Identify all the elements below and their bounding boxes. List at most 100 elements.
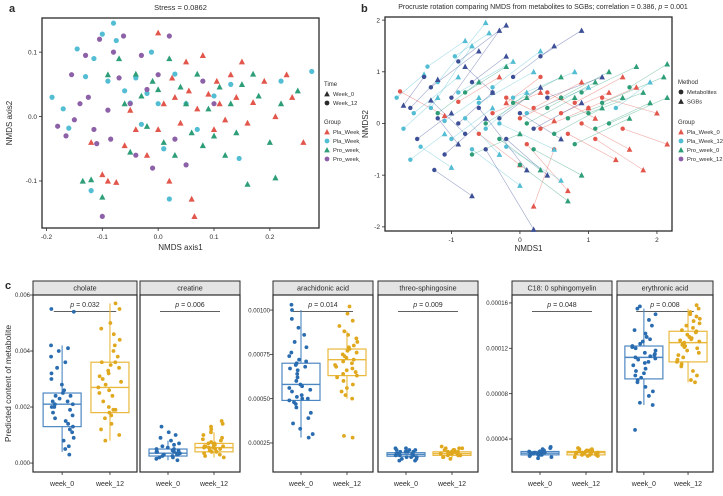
svg-text:-0.1: -0.1 <box>97 234 109 241</box>
jitter-week_12 <box>96 301 123 443</box>
svg-text:0.00004: 0.00004 <box>486 437 508 443</box>
svg-text:-1: -1 <box>374 172 380 179</box>
jitter-week_12 <box>438 444 465 461</box>
svg-text:0: 0 <box>518 237 522 244</box>
svg-text:0.000: 0.000 <box>15 461 31 467</box>
panel-a-points <box>49 20 315 220</box>
svg-text:week_0: week_0 <box>49 481 74 488</box>
svg-text:Week_0: Week_0 <box>333 92 354 98</box>
svg-text:week_0: week_0 <box>527 481 552 488</box>
svg-text:-1: -1 <box>449 237 455 244</box>
points-Pla_Week_12 <box>394 19 653 188</box>
svg-text:0.00016: 0.00016 <box>486 301 508 307</box>
segments-Pla_Week_0 <box>399 76 668 207</box>
jitter-week_0 <box>287 302 315 440</box>
svg-text:Pro_week_12: Pro_week_12 <box>687 157 722 163</box>
panel-b-points <box>394 19 671 232</box>
svg-text:week_12: week_12 <box>673 481 702 488</box>
jitter-week_12 <box>572 446 600 460</box>
series-Pla_Week_0 <box>88 29 307 220</box>
svg-text:Pla_Week_12: Pla_Week_12 <box>333 139 360 145</box>
panel-b-procrustes-plot: b Procruste rotation comparing NMDS from … <box>361 3 723 253</box>
svg-text:Pla_Week_12: Pla_Week_12 <box>687 139 723 145</box>
svg-text:week_12: week_12 <box>571 481 600 488</box>
svg-text:Pla_Week_0: Pla_Week_0 <box>333 130 360 136</box>
facet-c18-0-sphingomyelin: C18: 0 sphingomyelin p = 0.048 week_0 week_… <box>511 280 613 488</box>
svg-text:1: 1 <box>587 237 591 244</box>
jitter-week_12 <box>675 303 702 385</box>
svg-text:week_0: week_0 <box>393 481 418 488</box>
svg-text:2: 2 <box>655 237 659 244</box>
svg-text:p = 0.006: p = 0.006 <box>174 302 205 309</box>
box-week_0 <box>148 440 188 461</box>
svg-text:NMDS axis2: NMDS axis2 <box>5 100 14 145</box>
series-Pro_week_0 <box>79 55 301 200</box>
svg-text:threo-sphingosine: threo-sphingosine <box>399 284 456 293</box>
jitter-week_0 <box>154 424 182 463</box>
svg-text:NMDS2: NMDS2 <box>361 109 370 138</box>
boxpair-1-axis: 0.00025 0.00050 0.00075 0.00100 <box>248 308 273 447</box>
svg-text:p = 0.048: p = 0.048 <box>546 302 577 309</box>
points-Pro_week_12 <box>400 22 605 232</box>
svg-text:2: 2 <box>376 17 380 24</box>
segments-Pro_week_0 <box>437 63 668 202</box>
svg-text:p = 0.009: p = 0.009 <box>412 302 443 309</box>
svg-text:Group: Group <box>324 120 341 126</box>
panel-c-metabolite-boxplots: c Predicted content of metabolite 0.000 0.0… <box>3 280 714 488</box>
svg-text:0.1: 0.1 <box>209 234 218 241</box>
svg-text:p = 0.008: p = 0.008 <box>649 302 680 309</box>
jitter-week_12 <box>200 419 226 460</box>
panel-b-legend: Method Metabolites SGBs Group Pla_Week_0 Pla_… <box>678 80 723 163</box>
svg-text:cholate: cholate <box>73 284 96 293</box>
svg-text:Pla_Week_0: Pla_Week_0 <box>687 130 720 136</box>
panel-b-axes: -2 -1 0 1 2 -1 0 1 2 <box>374 16 673 244</box>
points-Pro_week_0 <box>435 61 671 204</box>
svg-text:week_12: week_12 <box>199 481 228 488</box>
panel-a-legend: Time Week_0 Week_12 Group Pla_Week_0 Pla_Week… <box>324 82 360 163</box>
svg-text:-0.1: -0.1 <box>26 178 38 185</box>
svg-text:week_12: week_12 <box>95 481 124 488</box>
svg-text:Predicted content of metabolit: Predicted content of metabolite <box>3 325 13 442</box>
svg-text:Group: Group <box>678 120 695 126</box>
svg-text:0.0: 0.0 <box>154 234 163 241</box>
svg-text:p = 0.014: p = 0.014 <box>307 302 338 309</box>
segments-Pla_Week_12 <box>396 22 651 186</box>
svg-text:Stress = 0.0862: Stress = 0.0862 <box>154 3 207 12</box>
svg-text:a: a <box>9 3 16 15</box>
svg-text:Pro_week_0: Pro_week_0 <box>687 148 719 154</box>
points-Pla_Week_0 <box>397 73 671 209</box>
svg-text:Metabolites: Metabolites <box>687 90 717 96</box>
svg-text:Week_12: Week_12 <box>333 101 357 107</box>
svg-text:week_0: week_0 <box>155 481 180 488</box>
facet-cholate: cholate p = 0.032 week_0 week_12 <box>32 280 138 488</box>
svg-text:erythronic acid: erythronic acid <box>642 284 689 293</box>
svg-text:0.00025: 0.00025 <box>248 441 270 447</box>
panel-a-axes: -0.1 0.0 0.1 -0.2 -0.1 0.0 0.1 0.2 <box>26 17 320 241</box>
facet-erythronic-acid: erythronic acid p = 0.008 week_0 week_12 <box>616 280 714 488</box>
svg-text:0.0: 0.0 <box>28 114 37 121</box>
svg-text:0.00012: 0.00012 <box>486 346 508 352</box>
svg-text:week_12: week_12 <box>332 481 361 488</box>
jitter-week_0 <box>630 304 658 432</box>
svg-text:SGBs: SGBs <box>687 100 702 106</box>
segments-Pro_week_12 <box>403 25 603 230</box>
box-week_0 <box>624 308 664 405</box>
svg-text:creatine: creatine <box>177 284 203 293</box>
series-Pla_Week_12 <box>49 20 315 202</box>
series-Pro_week_12 <box>55 33 217 220</box>
svg-text:c: c <box>5 280 11 292</box>
svg-text:week_0: week_0 <box>631 481 656 488</box>
svg-text:NMDS axis1: NMDS axis1 <box>158 243 203 252</box>
svg-text:0.006: 0.006 <box>15 293 31 299</box>
svg-text:0.00050: 0.00050 <box>248 397 270 403</box>
svg-text:1: 1 <box>376 69 380 76</box>
panel-b-segments <box>396 22 668 230</box>
svg-text:0.00075: 0.00075 <box>248 353 270 359</box>
jitter-week_0 <box>393 446 419 463</box>
svg-text:0.004: 0.004 <box>15 349 31 355</box>
svg-text:Pro_week_12: Pro_week_12 <box>333 157 360 163</box>
svg-text:0.002: 0.002 <box>15 405 31 411</box>
svg-text:0.00008: 0.00008 <box>486 392 508 398</box>
svg-text:p = 0.032: p = 0.032 <box>69 302 100 309</box>
